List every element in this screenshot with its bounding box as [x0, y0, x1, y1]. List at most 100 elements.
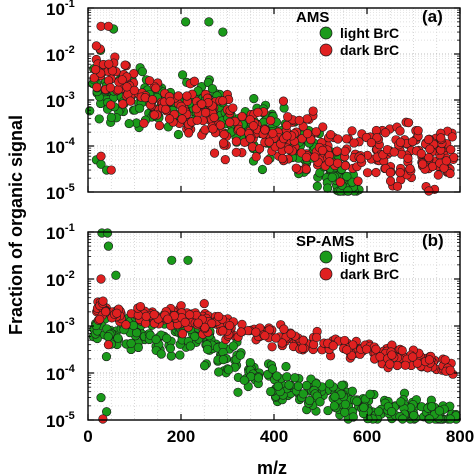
scatter-point: [317, 145, 328, 155]
scatter-point: [225, 117, 235, 128]
scatter-point: [199, 298, 209, 309]
scatter-point: [418, 159, 428, 169]
scatter-point: [298, 389, 308, 399]
scatter-point: [237, 319, 247, 329]
scatter-point: [249, 94, 259, 104]
legend-marker: [319, 250, 333, 264]
scatter-point: [408, 137, 418, 147]
scatter-point: [279, 324, 289, 334]
legend-label: dark BrC: [340, 42, 399, 58]
scatter-point: [185, 310, 195, 320]
scatter-point: [284, 144, 294, 155]
scatter-point: [330, 392, 340, 402]
scatter-point: [301, 152, 312, 162]
scatter-point: [366, 138, 376, 148]
x-tick-label: 200: [167, 427, 195, 446]
scatter-point: [103, 340, 114, 350]
scatter-point: [385, 168, 395, 178]
y-tick-base: 10: [46, 318, 65, 337]
scatter-point: [121, 320, 131, 330]
scatter-point: [389, 147, 399, 157]
y-tick-exponent: -2: [65, 44, 75, 56]
y-tick-label: 10-5: [46, 182, 75, 203]
scatter-point: [424, 414, 435, 424]
scatter-point: [245, 357, 255, 368]
scatter-point: [181, 17, 191, 27]
scatter-point: [449, 152, 459, 163]
scatter-point: [323, 183, 333, 193]
scatter-point: [103, 332, 113, 342]
scatter-point: [283, 112, 293, 122]
y-tick-base: 10: [46, 412, 65, 431]
scatter-point: [301, 380, 312, 391]
scatter-point: [111, 270, 121, 280]
scatter-point: [302, 114, 312, 124]
scatter-point: [286, 329, 296, 339]
scatter-point: [105, 83, 115, 93]
scatter-point: [423, 134, 434, 145]
scatter-point: [260, 125, 270, 135]
scatter-point: [412, 358, 422, 368]
scatter-point: [113, 333, 123, 343]
scatter-point: [408, 352, 418, 362]
scatter-point: [182, 91, 192, 101]
series-dark-brc: [92, 274, 458, 424]
scatter-point: [333, 134, 343, 144]
scatter-point: [397, 414, 408, 424]
scatter-point: [177, 70, 188, 80]
scatter-point: [441, 156, 451, 166]
y-tick-label: 10-1: [46, 0, 75, 19]
scatter-point: [255, 144, 265, 154]
x-tick-label: 800: [446, 427, 474, 446]
scatter-point: [395, 168, 405, 178]
scatter-point: [385, 359, 395, 369]
scatter-point: [282, 120, 292, 131]
scatter-point: [315, 397, 325, 407]
scatter-point: [218, 355, 228, 365]
scatter-point: [209, 112, 219, 123]
scatter-point: [126, 338, 136, 348]
scatter-point: [225, 320, 235, 331]
y-tick-label: 10-1: [46, 222, 75, 243]
scatter-point: [173, 91, 184, 101]
scatter-point: [96, 392, 106, 403]
scatter-point: [180, 317, 190, 327]
scatter-point: [340, 399, 350, 409]
scatter-point: [149, 110, 159, 120]
scatter-point: [272, 371, 282, 381]
scatter-point: [395, 137, 406, 147]
scatter-point: [434, 406, 445, 416]
scatter-point: [237, 111, 247, 122]
scatter-point: [189, 76, 200, 86]
scatter-point: [348, 412, 358, 422]
legend-label: light BrC: [340, 25, 399, 41]
series-dark-brc: [89, 21, 459, 196]
scatter-point: [133, 342, 143, 353]
scatter-point: [340, 146, 350, 156]
scatter-point: [332, 146, 342, 156]
scatter-point: [396, 397, 406, 407]
scatter-point: [106, 165, 116, 175]
scatter-point: [192, 115, 202, 125]
scatter-point: [343, 186, 353, 196]
scatter-point: [151, 334, 161, 345]
panel-label: (a): [422, 7, 443, 26]
scatter-point: [347, 386, 357, 396]
scatter-point: [260, 331, 270, 341]
scatter-point: [298, 343, 308, 353]
legend-title: AMS: [296, 9, 329, 26]
scatter-point: [282, 131, 292, 141]
scatter-point: [325, 379, 335, 389]
scatter-point: [228, 341, 239, 351]
scatter-point: [135, 103, 145, 113]
y-tick-label: 10-2: [46, 269, 75, 290]
scatter-point: [365, 389, 375, 399]
scatter-point: [266, 386, 276, 397]
scatter-point: [231, 136, 241, 146]
scatter-point: [165, 343, 176, 353]
scatter-point: [122, 82, 132, 92]
legend-marker: [319, 26, 333, 40]
scatter-point: [199, 361, 210, 371]
scatter-point: [175, 350, 185, 360]
legend-marker: [319, 267, 333, 281]
